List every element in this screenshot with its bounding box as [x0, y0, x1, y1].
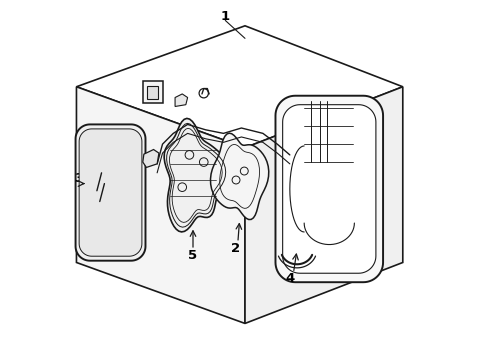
Polygon shape	[76, 87, 245, 323]
Polygon shape	[75, 125, 146, 261]
Text: 5: 5	[189, 249, 197, 262]
Text: 2: 2	[231, 242, 241, 255]
Polygon shape	[79, 129, 142, 256]
Polygon shape	[143, 149, 159, 167]
Polygon shape	[211, 133, 269, 220]
Text: 4: 4	[285, 272, 294, 285]
Text: 1: 1	[220, 10, 230, 23]
Text: 3: 3	[74, 172, 83, 185]
Polygon shape	[275, 96, 383, 282]
Polygon shape	[143, 81, 163, 103]
Polygon shape	[245, 87, 403, 323]
Polygon shape	[76, 26, 403, 148]
Polygon shape	[147, 86, 158, 99]
Polygon shape	[283, 105, 376, 273]
Polygon shape	[175, 94, 188, 107]
Polygon shape	[164, 118, 229, 232]
